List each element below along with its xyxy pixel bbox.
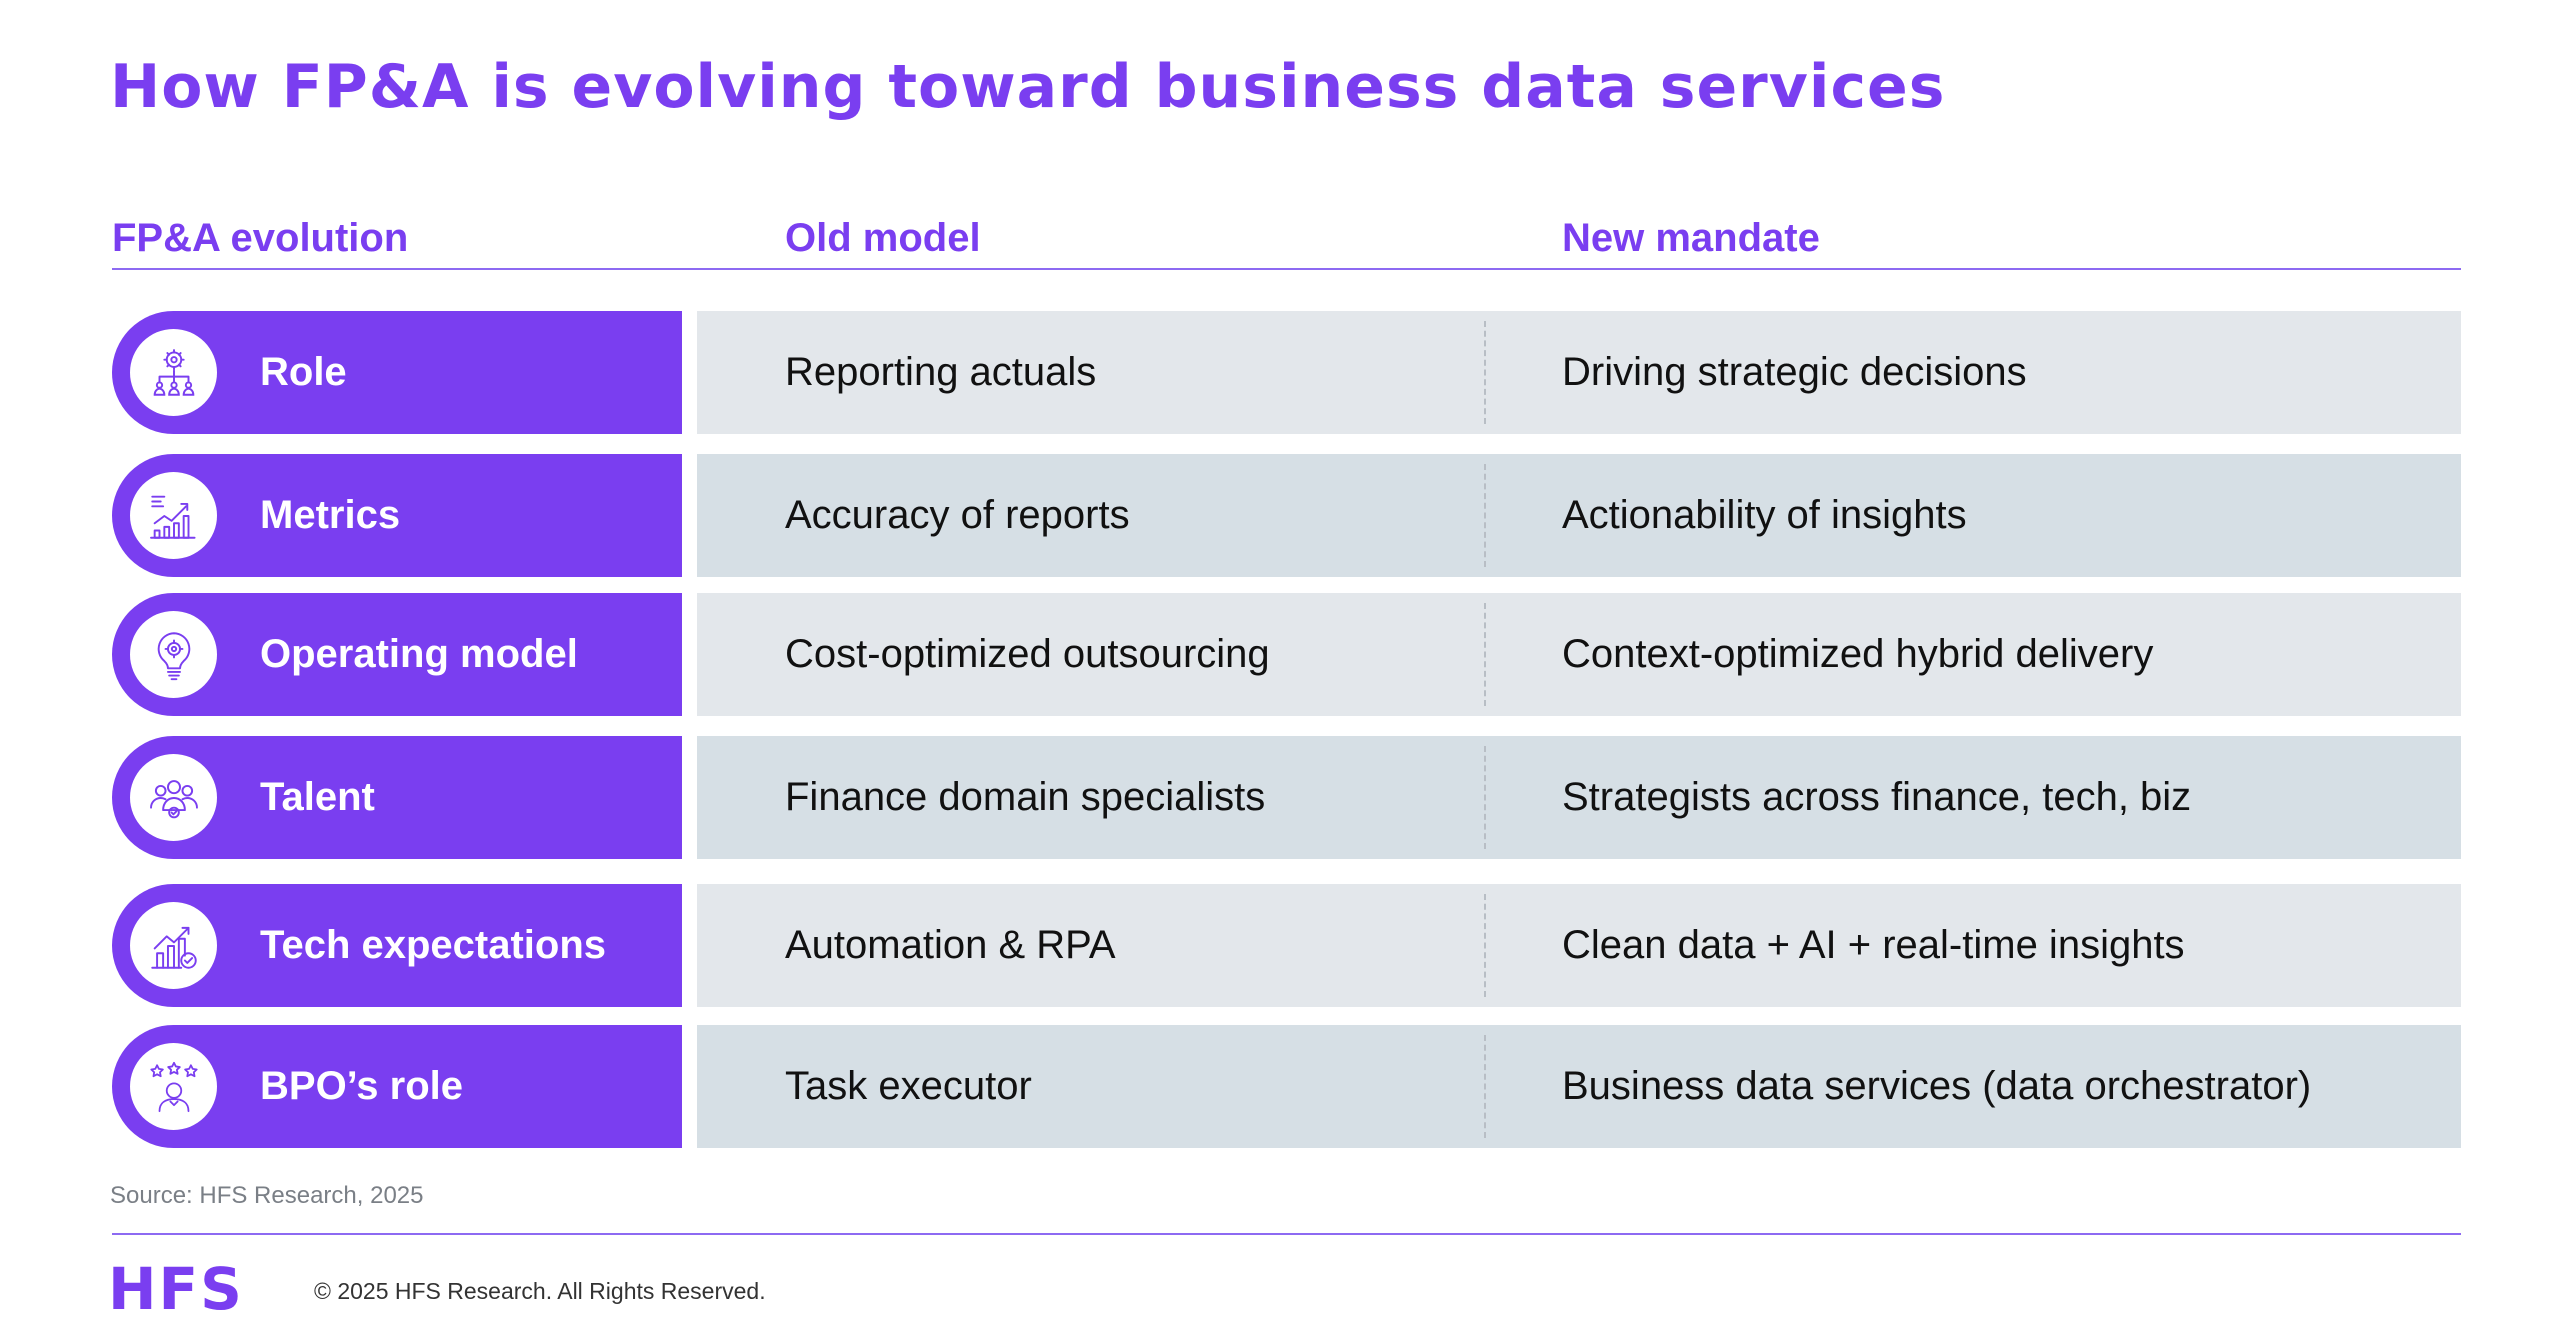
row-label-pill: Operating model (112, 593, 682, 716)
row-label-pill: Role (112, 311, 682, 434)
column-header-new-mandate: New mandate (1562, 216, 1820, 260)
row-label-pill: Metrics (112, 454, 682, 577)
table-row-operating-model: Operating model Cost-optimized outsourci… (112, 593, 2461, 716)
hfs-logo: HFS (108, 1255, 244, 1323)
column-divider (1484, 1035, 1486, 1138)
new-mandate-cell: Clean data + AI + real-time insights (1562, 923, 2185, 967)
page-title: How FP&A is evolving toward business dat… (110, 52, 1946, 122)
row-label-pill: Tech expectations (112, 884, 682, 1007)
row-label-pill: BPO’s role (112, 1025, 682, 1148)
row-cells: Accuracy of reports Actionability of ins… (697, 454, 2461, 577)
old-model-cell: Finance domain specialists (785, 775, 1266, 819)
row-label: Metrics (260, 493, 401, 537)
new-mandate-cell: Driving strategic decisions (1562, 350, 2027, 394)
column-header-old-model: Old model (785, 216, 981, 260)
row-cells: Cost-optimized outsourcing Context-optim… (697, 593, 2461, 716)
column-divider (1484, 321, 1486, 424)
header-divider (112, 268, 2461, 270)
table-row-bpo-role: BPO’s role Task executor Business data s… (112, 1025, 2461, 1148)
row-label: BPO’s role (260, 1064, 464, 1108)
column-header-evolution: FP&A evolution (112, 216, 409, 260)
table-row-talent: Talent Finance domain specialists Strate… (112, 736, 2461, 859)
source-note: Source: HFS Research, 2025 (110, 1182, 424, 1209)
new-mandate-cell: Context-optimized hybrid delivery (1562, 632, 2154, 676)
row-label: Talent (260, 775, 375, 819)
row-cells: Automation & RPA Clean data + AI + real-… (697, 884, 2461, 1007)
old-model-cell: Task executor (785, 1064, 1032, 1108)
row-label-pill: Talent (112, 736, 682, 859)
row-label: Operating model (260, 632, 578, 676)
tech-growth-icon (130, 902, 217, 989)
new-mandate-cell: Actionability of insights (1562, 493, 1967, 537)
people-group-icon (130, 754, 217, 841)
growth-chart-icon (130, 472, 217, 559)
lightbulb-gear-icon (130, 611, 217, 698)
row-label: Tech expectations (260, 923, 607, 967)
old-model-cell: Accuracy of reports (785, 493, 1130, 537)
new-mandate-cell: Business data services (data orchestrato… (1562, 1064, 2312, 1108)
column-divider (1484, 464, 1486, 567)
table-row-role: Role Reporting actuals Driving strategic… (112, 311, 2461, 434)
table-row-metrics: Metrics Accuracy of reports Actionabilit… (112, 454, 2461, 577)
row-cells: Reporting actuals Driving strategic deci… (697, 311, 2461, 434)
row-cells: Finance domain specialists Strategists a… (697, 736, 2461, 859)
column-divider (1484, 894, 1486, 997)
column-divider (1484, 746, 1486, 849)
new-mandate-cell: Strategists across finance, tech, biz (1562, 775, 2192, 819)
row-label: Role (260, 350, 347, 394)
column-divider (1484, 603, 1486, 706)
old-model-cell: Cost-optimized outsourcing (785, 632, 1270, 676)
old-model-cell: Reporting actuals (785, 350, 1097, 394)
leadership-team-icon (130, 329, 217, 416)
row-cells: Task executor Business data services (da… (697, 1025, 2461, 1148)
table-row-tech-expectations: Tech expectations Automation & RPA Clean… (112, 884, 2461, 1007)
star-rated-person-icon (130, 1043, 217, 1130)
footer-divider (112, 1233, 2461, 1235)
old-model-cell: Automation & RPA (785, 923, 1116, 967)
copyright-text: © 2025 HFS Research. All Rights Reserved… (314, 1278, 766, 1304)
